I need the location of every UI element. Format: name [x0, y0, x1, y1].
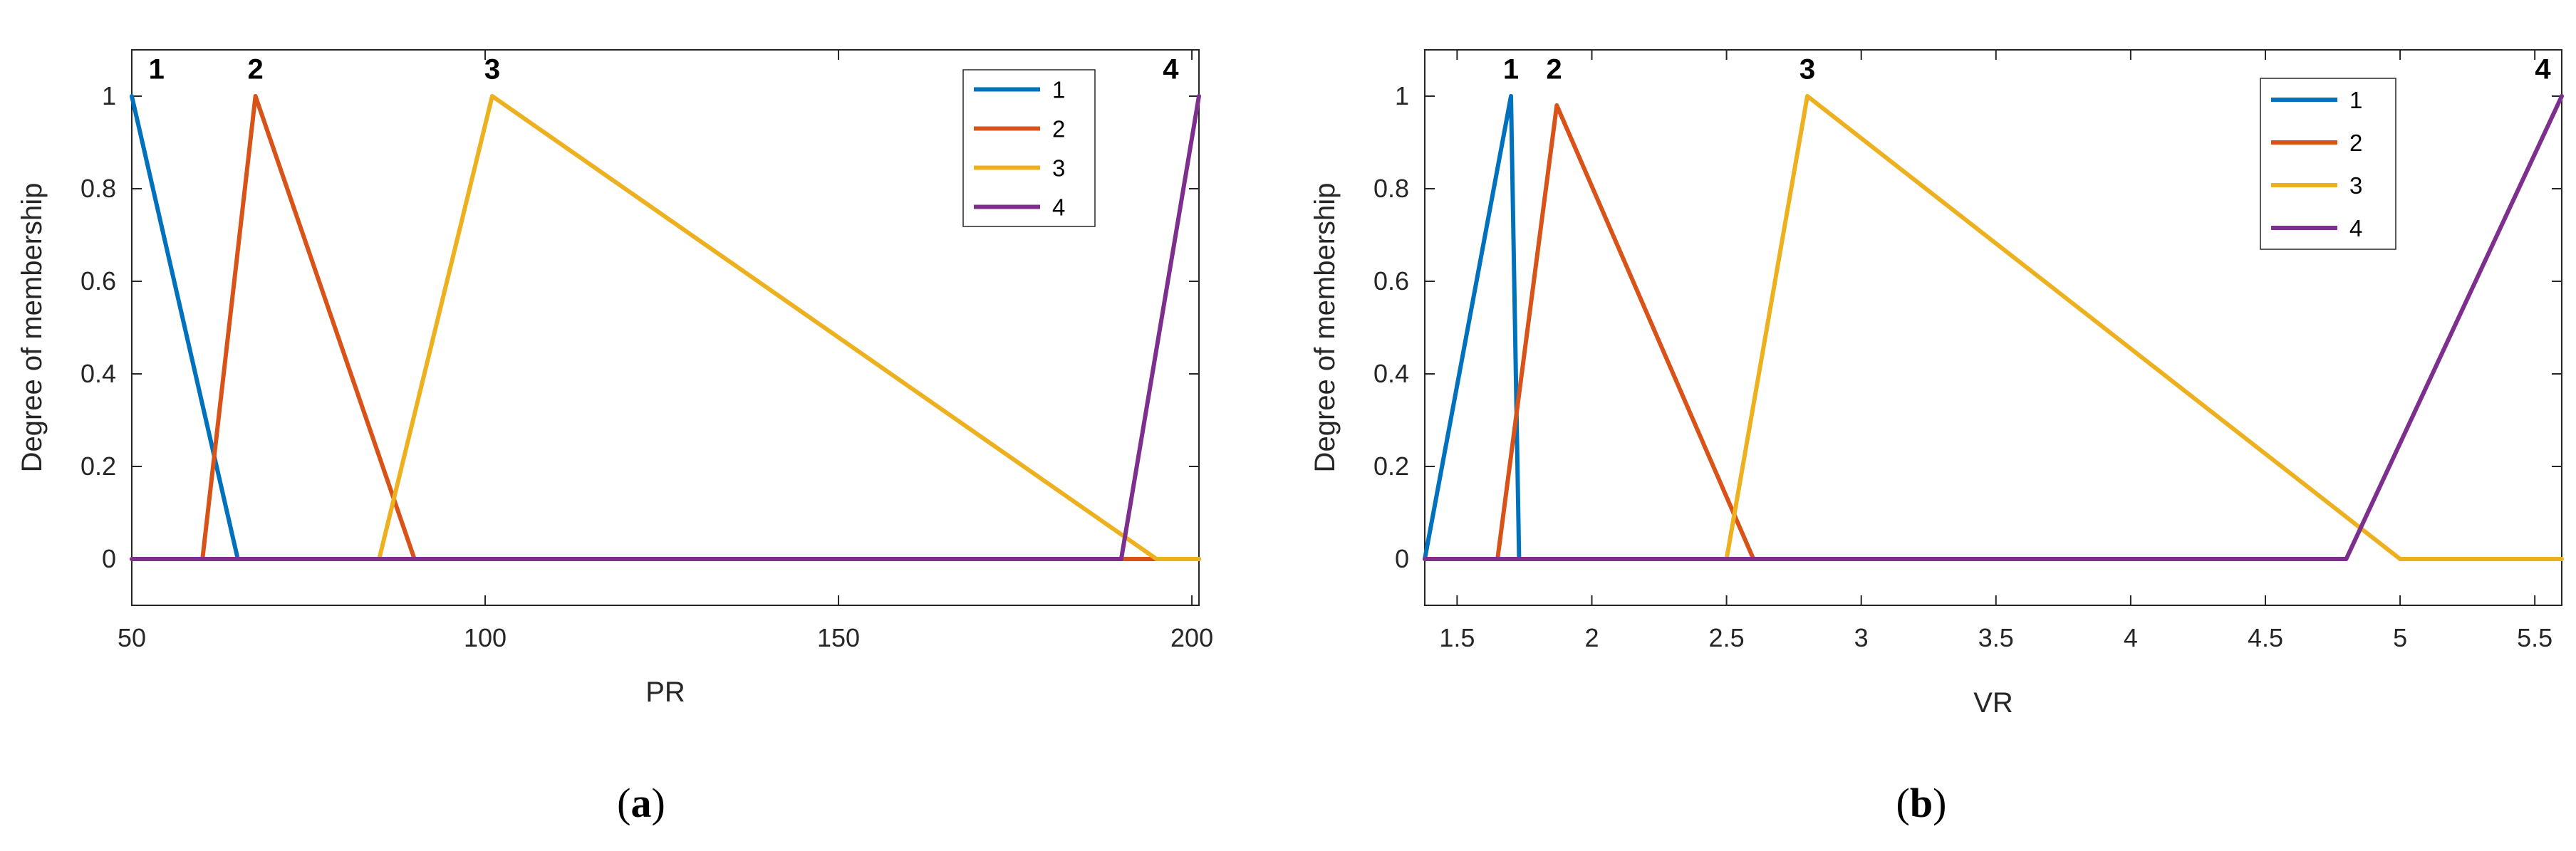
y-tick-label: 1: [1395, 81, 1409, 110]
series-line-4: [130, 94, 1201, 561]
legend-label: 1: [1052, 77, 1065, 103]
series-line-3: [1724, 94, 2564, 561]
y-tick-label: 1: [102, 81, 116, 110]
x-tick-label: 3.5: [1978, 623, 2014, 652]
legend-label: 3: [1052, 155, 1065, 182]
x-axis-label: VR: [1973, 687, 2013, 719]
legend: 1 2 3 4: [962, 69, 1096, 227]
panel-caption: (a): [617, 780, 665, 826]
peak-label: 2: [247, 54, 263, 85]
peak-label: 4: [2535, 54, 2551, 85]
y-axis-label: Degree of membership: [1309, 183, 1341, 473]
y-tick-label: 0.6: [1373, 266, 1409, 296]
legend-label: 4: [2349, 215, 2362, 241]
series-line-4: [1423, 94, 2564, 561]
y-tick-label: 0.6: [80, 266, 116, 296]
peak-label: 3: [1799, 54, 1815, 85]
y-tick-label: 0: [102, 544, 116, 573]
peak-label: 4: [1163, 54, 1179, 85]
legend-label: 1: [2349, 87, 2362, 113]
legend-label: 2: [2349, 130, 2362, 156]
legend-label: 2: [1052, 116, 1065, 142]
legend: 1 2 3 4: [2260, 78, 2396, 250]
legend-box: [962, 69, 1096, 227]
x-tick-label: 5: [2393, 623, 2407, 652]
chart-panel-b: 0 0.2 0.4 0.6 0.8 1 1.5 2 2.5 3 3.5 4 4.5 5 5.5 VR Degre…: [1309, 49, 2564, 826]
panel-letter: a: [631, 780, 652, 826]
x-tick-label: 2.5: [1709, 623, 1745, 652]
series-line-2: [1495, 103, 1756, 561]
panel-letter: b: [1910, 780, 1933, 826]
y-tick-label: 0.4: [80, 359, 116, 388]
x-tick-label: 1.5: [1439, 623, 1475, 652]
x-tick-label: 4.5: [2248, 623, 2283, 652]
peak-label: 3: [484, 54, 500, 85]
plot-frame: [131, 49, 1200, 606]
legend-label: 3: [2349, 172, 2362, 199]
x-axis-label: PR: [645, 677, 685, 708]
x-tick-label: 200: [1170, 623, 1213, 652]
y-tick-label: 0: [1395, 544, 1409, 573]
y-tick-label: 0.2: [1373, 451, 1409, 481]
x-tick-label: 5.5: [2517, 623, 2552, 652]
peak-label: 2: [1546, 54, 1562, 85]
peak-label: 1: [1503, 54, 1519, 85]
y-tick-label: 0.8: [1373, 174, 1409, 203]
y-tick-label: 0.4: [1373, 359, 1409, 388]
x-tick-label: 150: [817, 623, 860, 652]
panel-caption: (b): [1896, 780, 1947, 826]
x-tick-label: 3: [1854, 623, 1869, 652]
x-tick-label: 100: [464, 623, 507, 652]
y-axis-label: Degree of membership: [16, 183, 48, 473]
y-tick-label: 0.2: [80, 451, 116, 481]
peak-label: 1: [149, 54, 165, 85]
x-tick-label: 4: [2124, 623, 2138, 652]
legend-label: 4: [1052, 194, 1065, 221]
legend-box: [2260, 78, 2396, 250]
x-tick-label: 50: [118, 623, 146, 652]
x-tick-label: 2: [1584, 623, 1599, 652]
plot-frame: [1424, 49, 2562, 606]
y-tick-label: 0.8: [80, 174, 116, 203]
